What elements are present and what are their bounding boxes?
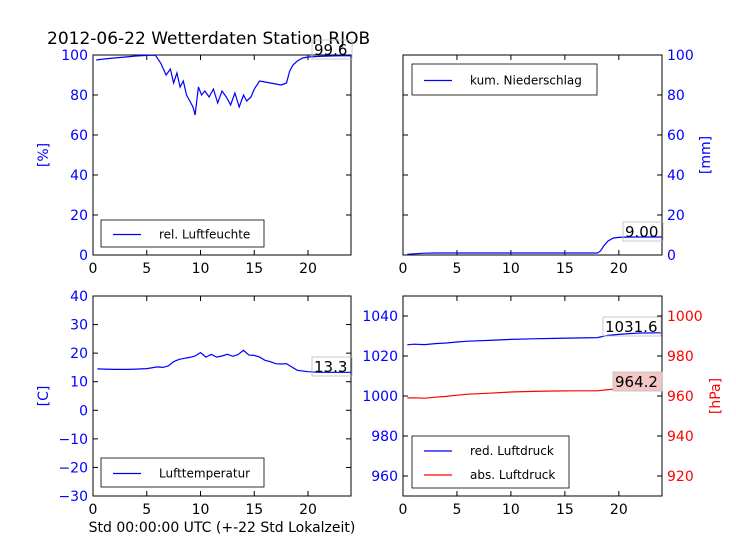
y-tick-label: 40: [667, 168, 685, 184]
annotation-box: [602, 316, 662, 337]
y-tick-label: 980: [371, 429, 398, 445]
y-tick-label: 0: [79, 248, 88, 264]
plot-frame: [92, 295, 352, 497]
y-tick-label: −10: [58, 432, 88, 448]
y-tick-label: 20: [70, 346, 88, 362]
y2-tick-label: 980: [667, 349, 694, 365]
x-tick-label: 20: [610, 502, 628, 518]
plot-frame: [402, 54, 663, 256]
y-tick-label: 10: [70, 375, 88, 391]
y2-tick-label: 920: [667, 469, 694, 485]
x-tick-label: 0: [89, 502, 98, 518]
y-axis-label: [C]: [36, 386, 52, 407]
y-tick-label: 30: [70, 318, 88, 334]
y-tick-label: 80: [70, 88, 88, 104]
x-tick-label: 10: [192, 261, 210, 277]
figure-title: 2012-06-22 Wetterdaten Station RJOB: [47, 29, 370, 49]
annotation-box: [622, 221, 664, 242]
y-tick-label: 1000: [362, 389, 398, 405]
y-tick-label: −30: [58, 489, 88, 505]
y-tick-label: −20: [58, 460, 88, 476]
legend-label: kum. Niederschlag: [470, 74, 582, 88]
y-axis-label: [%]: [36, 143, 52, 167]
x-tick-label: 15: [245, 502, 263, 518]
y-tick-label: 0: [79, 403, 88, 419]
annotation-label: 9.00: [625, 223, 658, 241]
annotation-label: 99.6: [314, 41, 347, 59]
y-tick-label: 960: [371, 469, 398, 485]
y-tick-label: 20: [70, 208, 88, 224]
series-line-1: [97, 349, 351, 373]
y-tick-label: 40: [70, 168, 88, 184]
plot-frame: [92, 54, 352, 256]
y-tick-label: 1020: [362, 349, 398, 365]
x-tick-label: 15: [245, 261, 263, 277]
x-tick-label: 0: [399, 502, 408, 518]
x-tick-label: 15: [556, 502, 574, 518]
x-tick-label: 5: [142, 261, 151, 277]
x-tick-label: 0: [89, 261, 98, 277]
x-tick-label: 15: [556, 261, 574, 277]
y-tick-label: 100: [61, 48, 88, 64]
annotation-label: 1031.6: [605, 318, 658, 336]
x-tick-label: 10: [502, 261, 520, 277]
y-tick-label: 20: [667, 208, 685, 224]
y2-tick-label: 1000: [667, 309, 703, 325]
x-tick-label: 5: [452, 261, 461, 277]
legend-label: rel. Luftfeuchte: [159, 228, 250, 242]
x-tick-label: 10: [502, 502, 520, 518]
x-tick-label: 10: [192, 502, 210, 518]
y-tick-label: 60: [70, 128, 88, 144]
annotation-box: [612, 371, 663, 392]
y-tick-label: 1040: [362, 309, 398, 325]
series-line-1: [407, 332, 663, 346]
annotation-label: 13.3: [314, 358, 347, 376]
legend-label: Lufttemperatur: [159, 467, 250, 481]
legend-box: [100, 457, 265, 488]
x-tick-label: 0: [399, 261, 408, 277]
y-axis-label: [mm]: [698, 136, 714, 174]
figure-xlabel: Std 00:00:00 UTC (+-22 Std Lokalzeit): [89, 520, 356, 536]
x-tick-label: 5: [452, 502, 461, 518]
panel-bottom-right: 0 5 10 15 20 960 980 1000 1020 1040 920 940 960 980 10…: [362, 295, 724, 518]
x-tick-label: 20: [610, 261, 628, 277]
series-line-1: [407, 236, 662, 255]
series-line-1: [96, 54, 351, 116]
panel-top-left: 0 5 10 15 20 0 20 40 60 80 100 [%] 99.6 rel. Luftfeuc…: [36, 39, 353, 277]
legend-label: abs. Luftdruck: [470, 468, 555, 482]
x-tick-label: 20: [299, 261, 317, 277]
y2-tick-label: 940: [667, 429, 694, 445]
y-tick-label: 80: [667, 88, 685, 104]
legend-box: [411, 435, 570, 489]
annotation-label: 964.2: [615, 373, 658, 391]
y-tick-label: 0: [667, 248, 676, 264]
y2-axis-label: [hPa]: [708, 378, 724, 414]
annotation-box: [311, 39, 353, 60]
legend-box: [411, 63, 598, 96]
annotation-box: [311, 356, 353, 377]
y-tick-label: 100: [667, 48, 694, 64]
x-tick-label: 20: [299, 502, 317, 518]
y-tick-label: 60: [667, 128, 685, 144]
legend-box: [100, 219, 265, 248]
legend-label: red. Luftdruck: [470, 444, 554, 458]
y-tick-label: 40: [70, 289, 88, 305]
x-tick-label: 5: [142, 502, 151, 518]
y2-tick-label: 960: [667, 389, 694, 405]
panel-bottom-left: 0 5 10 15 20 −30 −20 −10 0 10 20 30 40 [C] 13.3 Lufttem…: [36, 289, 353, 518]
panel-top-right: 0 5 10 15 20 0 20 40 60 80 100 [mm] 9.00 kum. Nieders…: [399, 48, 714, 277]
